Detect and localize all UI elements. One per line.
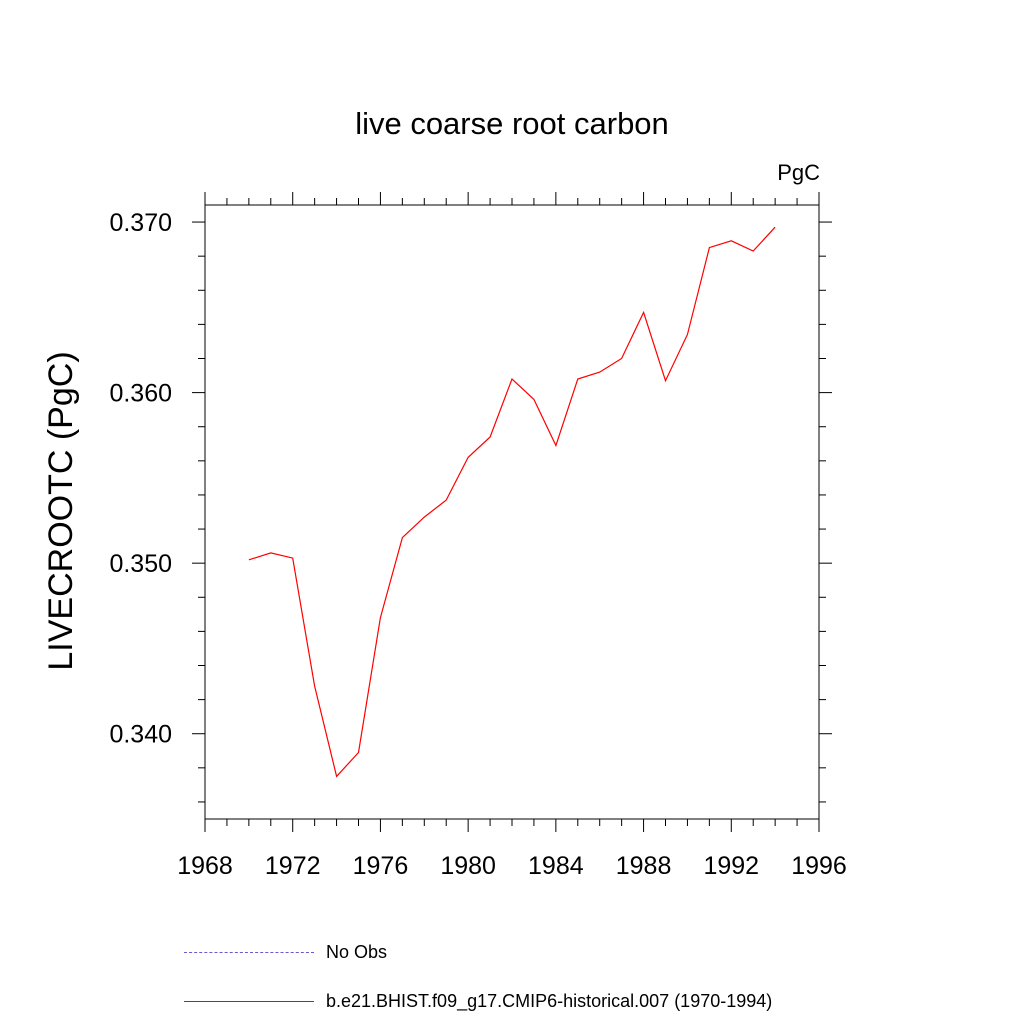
units-label: PgC [777,160,820,185]
x-tick-label: 1996 [791,852,847,880]
legend-label-series: b.e21.BHIST.f09_g17.CMIP6-historical.007… [326,991,773,1011]
x-tick-label: 1980 [440,852,496,880]
y-tick-label: 0.350 [109,550,172,578]
axis-ticks [192,192,832,832]
y-axis-label: LIVECROOTC (PgC) [42,351,80,670]
y-tick-label: 0.370 [109,209,172,237]
tick-labels: 1968 1972 1976 1980 1984 1988 1992 1996 0.340 0.3… [109,209,846,880]
legend-swatch-dashed [184,952,314,953]
x-tick-label: 1976 [353,852,409,880]
series-line [248,226,776,778]
plot-frame [204,204,820,820]
y-tick-label: 0.340 [109,721,172,749]
y-tick-label: 0.360 [109,380,172,408]
legend-swatch-solid [184,1001,314,1002]
x-tick-label: 1988 [616,852,672,880]
x-tick-label: 1984 [528,852,584,880]
chart-title: live coarse root carbon [355,106,669,141]
series-lines [248,226,776,778]
x-tick-label: 1968 [177,852,233,880]
x-tick-label: 1992 [703,852,759,880]
legend-label-no-obs: No Obs [326,942,388,962]
legend-item-series: b.e21.BHIST.f09_g17.CMIP6-historical.007… [184,991,772,1012]
legend-item-no-obs: No Obs [184,942,387,963]
x-tick-label: 1972 [265,852,321,880]
